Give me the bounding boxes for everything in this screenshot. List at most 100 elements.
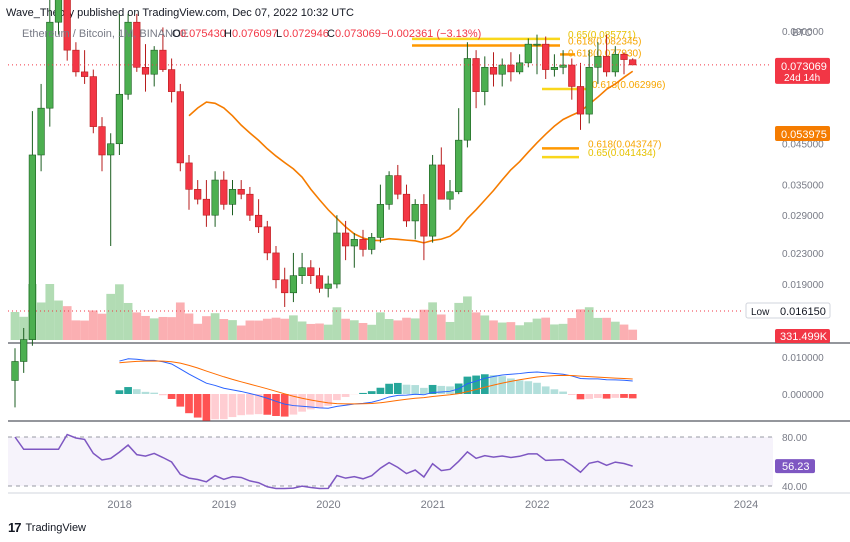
volume-bar [262, 318, 272, 340]
volume-bar [619, 324, 629, 340]
price-tick: 0.023000 [782, 249, 824, 260]
volume-bar [80, 320, 89, 340]
macd-histogram-bar [533, 382, 541, 394]
tradingview-logo-icon: 17 [8, 520, 22, 535]
macd-histogram-bar [193, 394, 202, 418]
volume-bar [36, 302, 46, 340]
macd-histogram-bar [237, 394, 246, 416]
fib-label: 0.65(0.041434) [588, 148, 656, 159]
candle-body [350, 239, 358, 247]
macd-histogram-bar [167, 394, 176, 399]
candle-body [455, 139, 463, 193]
volume-bar [463, 296, 472, 340]
candle-body [263, 226, 271, 254]
time-label: 2018 [107, 499, 131, 511]
candle-body [176, 91, 184, 164]
volume-bar [402, 317, 411, 340]
volume-bar [358, 323, 368, 340]
macd-histogram-bar [176, 394, 185, 407]
macd-histogram-bar [228, 394, 237, 418]
candle-body [524, 43, 532, 64]
legend-text: 0.073069 [335, 28, 381, 40]
candle-body [542, 43, 550, 70]
volume-bar [62, 306, 72, 340]
macd-histogram-bar [280, 394, 289, 417]
macd-histogram-bar [576, 394, 585, 400]
volume-bar [71, 320, 81, 340]
macd-histogram-bar [446, 386, 454, 394]
macd-histogram-bar [359, 392, 367, 394]
macd-histogram-bar [585, 394, 594, 399]
candle-body [368, 237, 376, 250]
volume-bar [167, 317, 176, 340]
macd-histogram-bar [480, 374, 489, 394]
macd-histogram-bar [524, 381, 533, 394]
candle-body [168, 69, 176, 92]
candle-body [220, 179, 228, 205]
fib-label: 0.618(0.082345) [568, 36, 641, 47]
candle-body [37, 107, 45, 156]
macd-histogram-bar [367, 391, 376, 394]
macd-histogram-bar [185, 394, 193, 414]
rsi-pane [8, 433, 773, 490]
candle-body [341, 232, 350, 247]
volume-bar [271, 317, 281, 340]
signal-line [119, 360, 633, 405]
macd-histogram-bar [219, 394, 228, 420]
macd-histogram-bar [115, 390, 124, 394]
candle-body [394, 175, 402, 195]
candle-body [420, 204, 428, 237]
volume-bar [610, 321, 620, 340]
candle-body [141, 66, 150, 75]
rsi-band [8, 437, 773, 486]
volume-bar [584, 307, 594, 340]
candle-body [133, 21, 141, 68]
volume-bar [280, 318, 290, 340]
volume-bar [202, 316, 211, 340]
volume-bar [410, 318, 420, 340]
volume-bar [132, 312, 142, 340]
ma-badge [775, 126, 830, 141]
macd-histogram-bar [333, 394, 341, 401]
macd-histogram-bar [246, 394, 254, 415]
volume-bar [454, 302, 464, 340]
legend-text: O [172, 28, 181, 40]
countdown-value: 24d 14h [784, 73, 820, 84]
candle-body [594, 56, 602, 68]
volume-bar [54, 300, 63, 340]
candle-body [20, 339, 28, 362]
volume-bar [245, 320, 255, 340]
volume-series [10, 284, 638, 340]
macd-histogram-bar [124, 387, 132, 394]
candle-body [211, 179, 219, 216]
ma-value: 0.053975 [781, 129, 827, 141]
volume-bar [523, 322, 533, 340]
rsi-tick: 40.00 [782, 482, 807, 493]
legend-text: C [327, 28, 335, 40]
fib-label: 0.618(0.043747) [588, 139, 661, 150]
candle-body [611, 53, 619, 73]
publish-info: Wave_Theory published on TradingView.com… [6, 7, 354, 19]
macd-histogram-bar [202, 394, 211, 421]
candle-body [54, 0, 63, 23]
macd-pane [115, 358, 637, 421]
macd-histogram-bar [315, 394, 324, 408]
candle-body [11, 361, 19, 381]
macd-histogram-bar [159, 394, 167, 396]
volume-bar [576, 309, 585, 340]
volume-bar [175, 302, 185, 340]
macd-histogram-bar [211, 394, 219, 420]
macd-histogram-bar [376, 387, 385, 394]
volume-bar [141, 315, 150, 340]
macd-histogram-bar [498, 376, 507, 394]
volume-bar [515, 325, 524, 340]
volume-bar [10, 312, 20, 340]
macd-histogram-bar [254, 394, 263, 415]
candle-body [237, 189, 245, 195]
volume-bar [88, 310, 98, 340]
macd-histogram-bar [559, 391, 567, 394]
macd-histogram-bar [594, 394, 602, 398]
candle-body [315, 275, 324, 289]
volume-bar [497, 322, 507, 340]
